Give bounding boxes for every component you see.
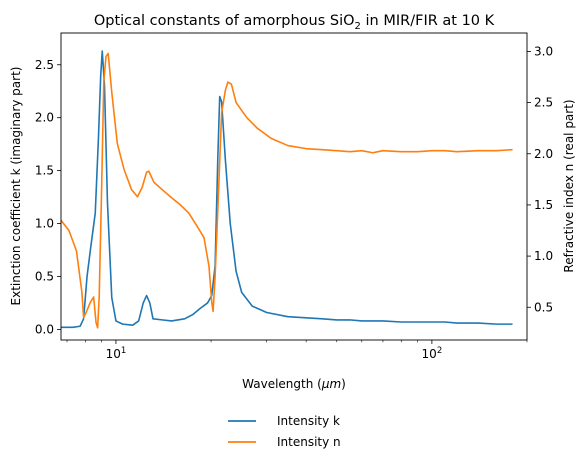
series-line-intensity-k — [61, 50, 513, 329]
y-axis-left: 0.0 0.5 1.0 1.5 2.0 2.5 — [35, 58, 61, 336]
legend: Intensity k Intensity n — [228, 414, 341, 449]
y-left-tick-label: 1.5 — [35, 164, 54, 178]
series-path-intensity-n — [61, 52, 513, 329]
x-axis-label: Wavelength (μm) — [242, 377, 346, 391]
legend-label-intensity-k: Intensity k — [277, 414, 340, 428]
y-right-tick-label: 2.0 — [534, 147, 553, 161]
x-axis: 101 102 — [66, 340, 528, 361]
y-right-tick-label: 1.5 — [534, 198, 553, 212]
y-right-tick-label: 0.5 — [534, 300, 553, 314]
y-left-tick-label: 2.5 — [35, 58, 54, 72]
y-left-tick-label: 0.0 — [35, 322, 54, 336]
y-right-tick-label: 2.5 — [534, 96, 553, 110]
legend-label-intensity-n: Intensity n — [277, 435, 341, 449]
chart-title: Optical constants of amorphous SiO2 in M… — [94, 13, 495, 32]
y-right-tick-label: 3.0 — [534, 44, 553, 58]
y-left-tick-label: 1.0 — [35, 217, 54, 231]
series-path-intensity-k — [61, 50, 513, 329]
y-left-tick-label: 2.0 — [35, 111, 54, 125]
y-axis-right: 0.5 1.0 1.5 2.0 2.5 3.0 — [527, 44, 553, 314]
plot-frame — [60, 32, 528, 341]
y-right-tick-label: 1.0 — [534, 249, 553, 263]
y-left-tick-label: 0.5 — [35, 269, 54, 283]
x-tick-label: 101 — [106, 346, 127, 361]
x-tick-label: 102 — [422, 346, 443, 361]
series-line-intensity-n — [61, 52, 513, 329]
y-axis-left-label: Extinction coefficient k (imaginary part… — [9, 67, 23, 306]
y-axis-right-label: Refractive index n (real part) — [562, 99, 576, 272]
